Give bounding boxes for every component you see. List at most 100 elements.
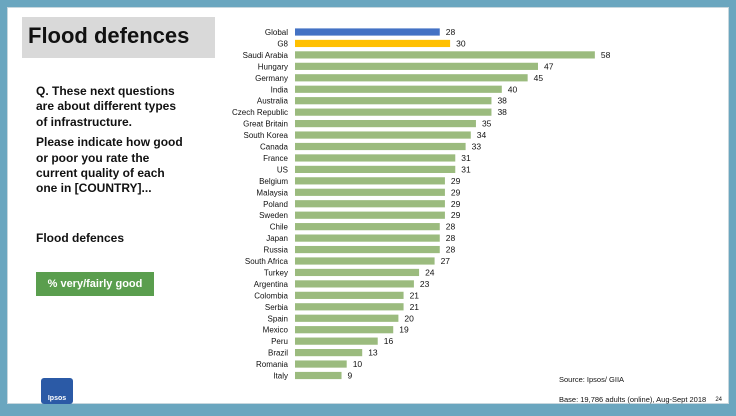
category-label: Poland <box>263 200 288 209</box>
category-label: South Korea <box>244 131 289 140</box>
category-label: Peru <box>271 337 288 346</box>
category-label: Japan <box>266 234 288 243</box>
value-label: 35 <box>482 119 492 129</box>
ipsos-logo: Ipsos <box>41 378 73 404</box>
category-label: Malaysia <box>256 188 288 197</box>
category-label: India <box>271 85 289 94</box>
category-label: Italy <box>273 372 288 381</box>
base-text: Base: 19,786 adults (online), Aug-Sept 2… <box>559 395 707 404</box>
bar-serbia <box>295 303 404 311</box>
bar-spain <box>295 314 399 322</box>
bar-argentina <box>295 280 414 288</box>
value-label: 45 <box>534 73 544 83</box>
value-label: 28 <box>446 233 456 243</box>
bar-belgium <box>295 177 445 185</box>
category-label: France <box>263 154 288 163</box>
value-label: 28 <box>446 245 456 255</box>
category-label: Global <box>265 28 288 37</box>
value-label: 29 <box>451 187 461 197</box>
question-line-1: Q. These next questions are about differ… <box>36 84 177 129</box>
category-label: G8 <box>277 39 288 48</box>
value-label: 19 <box>399 325 409 335</box>
page-title: Flood defences <box>28 23 190 48</box>
value-label: 58 <box>601 50 611 60</box>
value-label: 24 <box>425 267 435 277</box>
value-label: 16 <box>384 336 394 346</box>
value-label: 29 <box>451 199 461 209</box>
value-label: 33 <box>472 142 482 152</box>
bar-japan <box>295 234 440 242</box>
bar-germany <box>295 74 528 82</box>
value-label: 38 <box>497 96 507 106</box>
bar-india <box>295 85 502 93</box>
category-label: Czech Republic <box>232 108 288 117</box>
measure-badge: % very/fairly good <box>36 272 154 296</box>
bar-brazil <box>295 349 363 357</box>
category-label: Australia <box>257 97 289 106</box>
logo-text: Ipsos <box>47 395 67 402</box>
bar-south-korea <box>295 131 471 139</box>
category-label: Hungary <box>258 62 288 71</box>
value-label: 20 <box>404 313 414 323</box>
bar-russia <box>295 245 440 254</box>
category-label: Spain <box>268 314 288 323</box>
value-label: 40 <box>508 84 518 94</box>
category-label: Germany <box>255 74 288 83</box>
category-label: Great Britain <box>243 120 288 129</box>
category-label: Romania <box>256 360 289 369</box>
bar-malaysia <box>295 188 445 196</box>
bar-canada <box>295 142 466 151</box>
source-text: Source: Ipsos/ GIIA <box>559 375 625 384</box>
value-label: 38 <box>497 107 507 117</box>
bar-turkey <box>295 268 420 277</box>
category-label: Colombia <box>254 291 288 300</box>
value-label: 47 <box>544 61 554 71</box>
category-label: Canada <box>260 143 289 152</box>
category-label: Russia <box>264 246 289 255</box>
bar-chile <box>295 223 440 231</box>
category-label: Turkey <box>264 268 288 277</box>
value-label: 21 <box>410 302 420 312</box>
title-box: Flood defences <box>22 17 215 58</box>
bar-czech-republic <box>295 108 492 116</box>
value-label: 21 <box>410 290 420 300</box>
bar-mexico <box>295 326 394 334</box>
value-label: 9 <box>348 371 353 381</box>
value-label: 13 <box>368 348 378 358</box>
category-label: Serbia <box>265 303 289 312</box>
value-label: 34 <box>477 130 487 140</box>
category-label: Belgium <box>259 177 288 186</box>
bar-south-africa <box>295 257 435 265</box>
category-label: US <box>277 165 288 174</box>
category-label: Sweden <box>259 211 288 220</box>
bar-australia <box>295 97 492 105</box>
category-label: South Africa <box>245 257 289 266</box>
category-label: Chile <box>270 223 289 232</box>
bar-great-britain <box>295 120 476 128</box>
bar-g8 <box>295 39 451 48</box>
topic-label: Flood defences <box>36 231 125 245</box>
value-label: 10 <box>353 359 363 369</box>
source-notes: Source: Ipsos/ GIIA Base: 19,786 adults … <box>559 370 706 410</box>
value-label: 28 <box>446 222 456 232</box>
bar-france <box>295 154 456 162</box>
value-label: 28 <box>446 27 456 37</box>
question-text: Q. These next questions are about differ… <box>36 84 186 202</box>
page-number: 24 <box>715 397 722 403</box>
bar-poland <box>295 200 445 208</box>
category-label: Saudi Arabia <box>243 51 289 60</box>
bar-italy <box>295 371 342 380</box>
bar-romania <box>295 360 347 368</box>
bar-colombia <box>295 291 404 299</box>
value-label: 29 <box>451 176 461 186</box>
value-label: 31 <box>461 164 471 174</box>
category-label: Mexico <box>263 326 289 335</box>
bar-global <box>295 28 440 36</box>
value-label: 29 <box>451 210 461 220</box>
value-label: 27 <box>441 256 451 266</box>
value-label: 23 <box>420 279 430 289</box>
bar-sweden <box>295 211 445 219</box>
bar-hungary <box>295 62 538 70</box>
value-label: 30 <box>456 38 466 48</box>
